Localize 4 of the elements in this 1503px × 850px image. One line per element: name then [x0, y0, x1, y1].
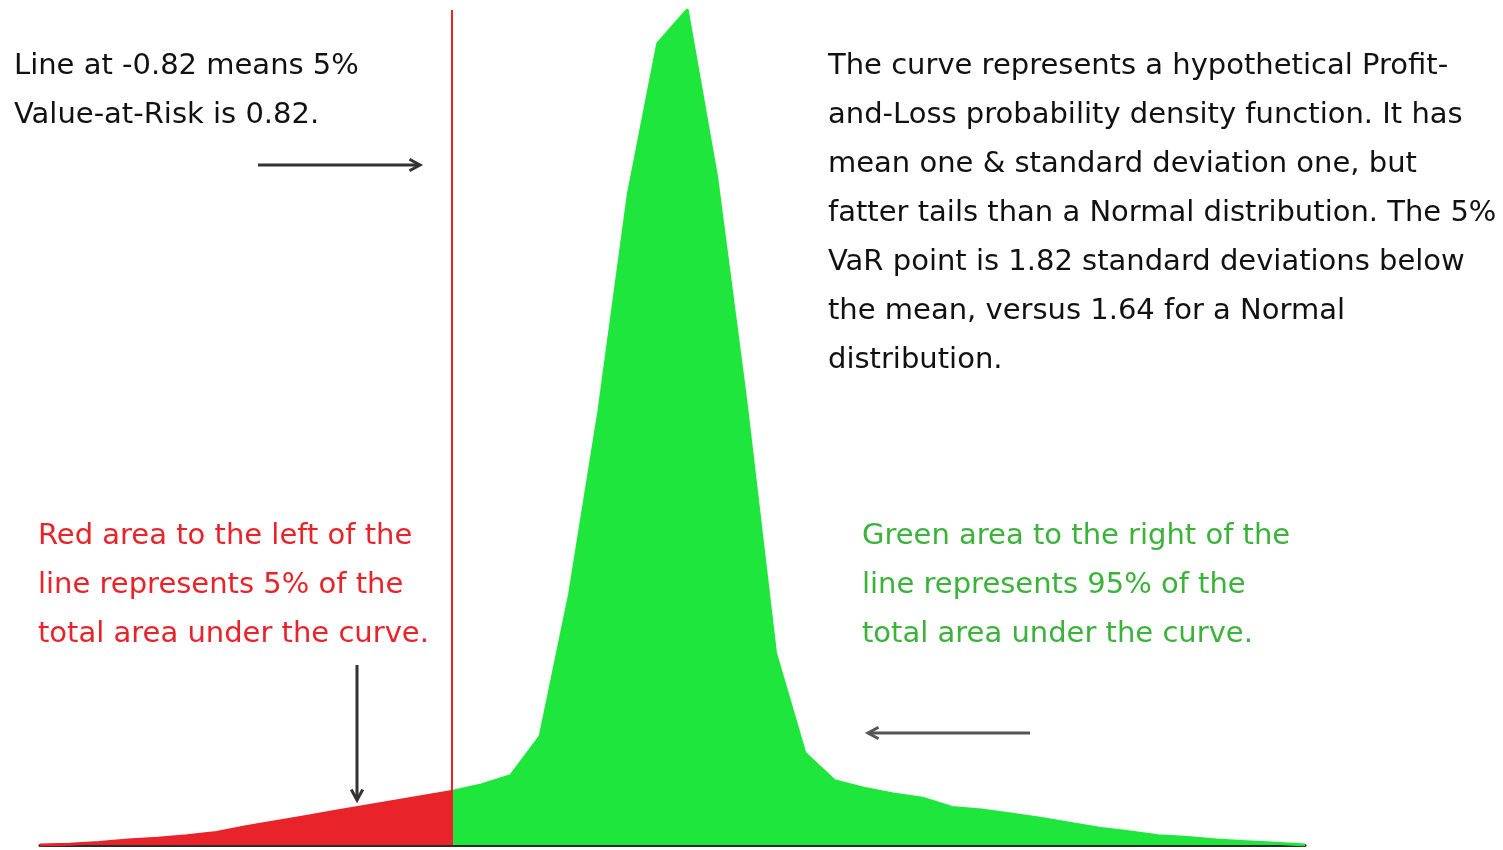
annotation: Red area to the left of the line represents 5% of the total area under the curve. [38, 516, 430, 651]
annotation: The curve represents a hypothetical Profit-and-Loss probability density function. It has mean one & standard deviation one, but fatter tails than a Normal distribution. The 5% VaR point is 1.82 standard deviations below the mean, versus 1.64 for a Normal distribution. [828, 46, 1498, 377]
annotation: Green area to the right of the line represents 95% of the total area under the curve. [862, 516, 1292, 651]
annotation: Line at -0.82 means 5% Value-at-Risk is 0.82. [14, 46, 360, 132]
